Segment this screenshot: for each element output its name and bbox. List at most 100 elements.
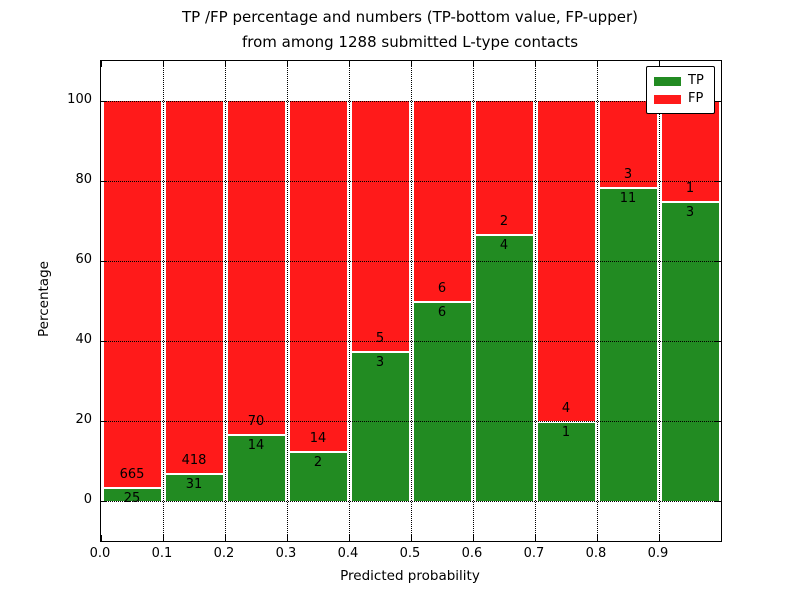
plot-area: 665 25 418 31 70 14 14 2 5 3 6 6 2 4 4 1 3 11 1 3: [100, 60, 722, 542]
x-tick-label: 0.7: [523, 546, 545, 561]
x-tick-mark-bottom: [225, 535, 226, 541]
bar-fp-segment: [413, 101, 471, 301]
bar-tp-segment: [103, 486, 161, 501]
x-gridline: [411, 61, 412, 541]
bar-tp-segment: [227, 434, 285, 501]
x-tick-mark-bottom: [721, 535, 722, 541]
x-tick-mark-bottom: [101, 535, 102, 541]
x-tick-mark-top: [225, 61, 226, 67]
tp-count-label: 3: [685, 205, 695, 220]
legend-entry: FP: [654, 92, 707, 106]
x-tick-mark-top: [535, 61, 536, 67]
bar-tp-segment: [475, 234, 533, 501]
x-tick-mark-top: [411, 61, 412, 67]
y-tick-label: 0: [83, 492, 92, 507]
x-tick-label: 0.1: [151, 546, 173, 561]
x-tick-mark-bottom: [659, 535, 660, 541]
x-tick-mark-top: [163, 61, 164, 67]
x-tick-mark-top: [287, 61, 288, 67]
y-tick-label: 100: [67, 92, 92, 107]
fp-legend-swatch: [654, 94, 681, 104]
y-tick-mark-right: [715, 261, 721, 262]
fp-count-label: 4: [561, 401, 571, 416]
x-tick-mark-bottom: [473, 535, 474, 541]
y-tick-mark-left: [101, 101, 107, 102]
bar-tp-segment: [289, 451, 347, 501]
y-tick-mark-left: [101, 421, 107, 422]
x-tick-mark-bottom: [349, 535, 350, 541]
legend: TP FP: [646, 66, 715, 114]
tp-count-label: 25: [123, 490, 141, 506]
x-gridline: [163, 61, 164, 541]
bar-tp-segment: [661, 201, 719, 501]
x-tick-label: 0.2: [213, 546, 235, 561]
tp-legend-swatch: [654, 76, 681, 86]
x-tick-mark-bottom: [535, 535, 536, 541]
y-tick-mark-left: [101, 181, 107, 182]
x-tick-label: 0.9: [647, 546, 669, 561]
tp-count-label: 1: [561, 425, 571, 440]
tp-count-label: 6: [437, 305, 447, 320]
y-tick-mark-right: [715, 101, 721, 102]
x-tick-mark-bottom: [287, 535, 288, 541]
y-tick-label: 40: [75, 332, 92, 347]
bar-tp-segment: [537, 421, 595, 501]
bar-fp-segment: [103, 101, 161, 487]
bar-fp-segment: [289, 101, 347, 451]
bar-fp-segment: [227, 101, 285, 435]
y-tick-mark-right: [715, 181, 721, 182]
bar-tp-segment: [599, 186, 657, 501]
y-tick-label: 80: [75, 172, 92, 187]
x-tick-mark-top: [473, 61, 474, 67]
chart-title-line-1: TP /FP percentage and numbers (TP-bottom…: [182, 8, 638, 26]
legend-label: TP: [688, 73, 704, 88]
x-gridline: [597, 61, 598, 541]
y-tick-label: 60: [75, 252, 92, 267]
x-tick-label: 0.0: [89, 546, 111, 561]
tp-count-label: 31: [185, 477, 203, 493]
x-tick-label: 0.3: [275, 546, 297, 561]
y-axis-label: Percentage: [36, 261, 52, 337]
x-tick-mark-bottom: [163, 535, 164, 541]
bar-fp-segment: [475, 101, 533, 235]
tp-count-label: 14: [247, 438, 265, 454]
fp-count-label: 6: [437, 281, 447, 296]
x-gridline: [535, 61, 536, 541]
bar-fp-segment: [165, 101, 223, 474]
legend-label: FP: [688, 91, 704, 106]
tp-count-label: 11: [619, 190, 637, 206]
bar-fp-segment: [599, 101, 657, 187]
x-tick-mark-bottom: [411, 535, 412, 541]
fp-count-label: 665: [119, 466, 145, 482]
legend-entry: TP: [654, 74, 707, 88]
fp-count-label: 70: [247, 414, 265, 430]
bar-tp-segment: [165, 473, 223, 501]
fp-count-label: 1: [685, 181, 695, 196]
x-gridline: [473, 61, 474, 541]
bar-tp-segment: [413, 301, 471, 501]
x-gridline: [659, 61, 660, 541]
bar-tp-segment: [351, 351, 409, 501]
x-tick-mark-top: [101, 61, 102, 67]
x-axis-label: Predicted probability: [340, 568, 480, 584]
x-tick-label: 0.4: [337, 546, 359, 561]
chart-title: TP /FP percentage and numbers (TP-bottom…: [100, 5, 720, 55]
y-tick-mark-left: [101, 341, 107, 342]
x-tick-mark-top: [721, 61, 722, 67]
fp-count-label: 3: [623, 166, 633, 182]
bar-fp-segment: [661, 101, 719, 201]
x-tick-label: 0.5: [399, 546, 421, 561]
fp-count-label: 418: [181, 453, 207, 469]
x-tick-mark-top: [597, 61, 598, 67]
x-tick-mark-bottom: [597, 535, 598, 541]
y-tick-mark-right: [715, 501, 721, 502]
x-tick-mark-top: [349, 61, 350, 67]
y-tick-mark-left: [101, 501, 107, 502]
fp-count-label: 5: [375, 331, 385, 346]
x-gridline: [225, 61, 226, 541]
bar-fp-segment: [351, 101, 409, 351]
x-tick-label: 0.8: [585, 546, 607, 561]
x-gridline: [287, 61, 288, 541]
x-tick-label: 0.6: [461, 546, 483, 561]
y-tick-mark-right: [715, 341, 721, 342]
